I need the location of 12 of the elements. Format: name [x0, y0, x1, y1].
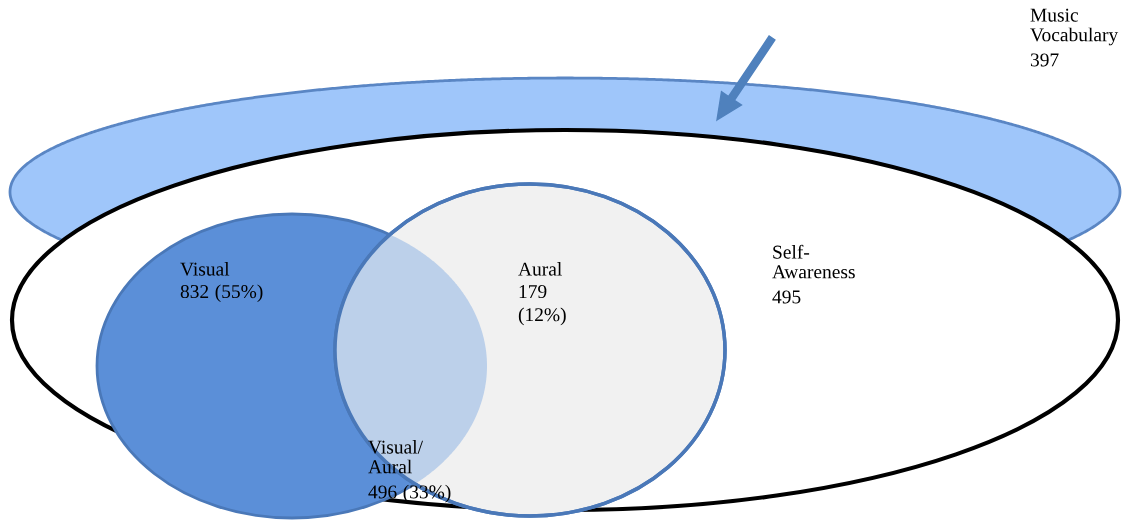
text: (55%) — [215, 284, 263, 303]
category-label: Self- Awareness — [772, 244, 855, 279]
data-label: 496 — [368, 485, 397, 499]
data-label: 832 — [180, 284, 209, 299]
category-label: Aural — [518, 262, 562, 276]
data-label: 397 — [1030, 53, 1059, 67]
data-label: 495 — [772, 290, 801, 304]
text: (12%) — [518, 307, 566, 326]
data-label: 179 — [519, 285, 547, 299]
category-label: Visual/ Aural — [368, 440, 423, 474]
category-label: Music Vocabulary — [1030, 8, 1119, 46]
category-label: Visual — [180, 262, 230, 276]
